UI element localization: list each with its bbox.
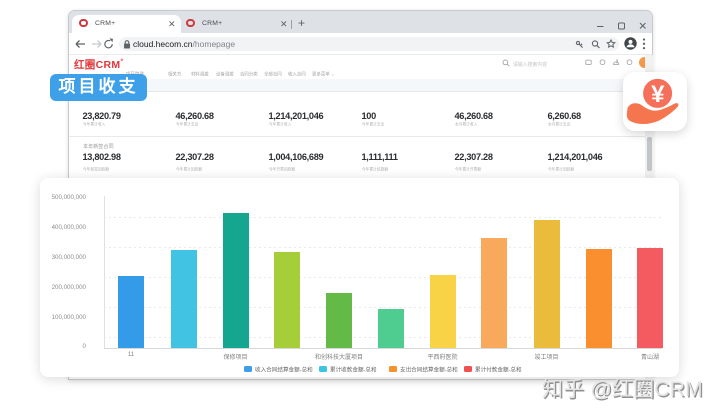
svg-text:¥: ¥ bbox=[651, 81, 665, 108]
